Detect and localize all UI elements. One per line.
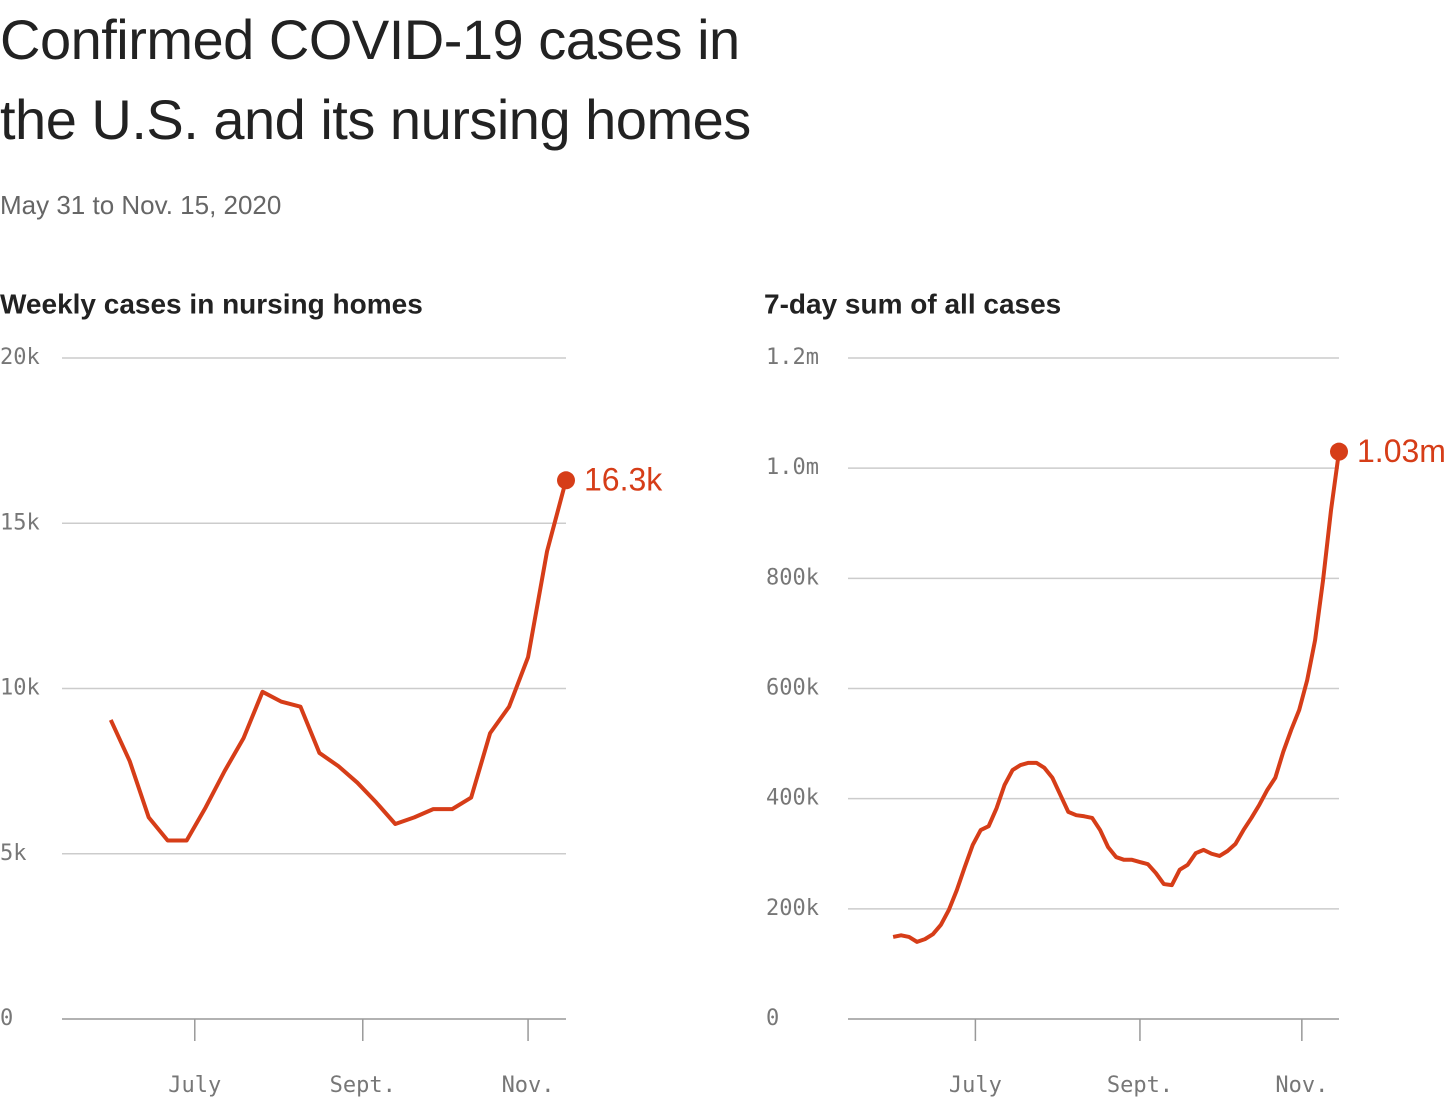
- x-tick-label: Sept.: [1107, 1073, 1173, 1098]
- x-tick-label: July: [168, 1073, 221, 1098]
- y-tick-label: 15k: [0, 510, 40, 535]
- x-tick-label: Sept.: [330, 1073, 396, 1098]
- chart-title: 7-day sum of all cases: [764, 288, 1061, 319]
- y-tick-label: 1.2m: [766, 345, 819, 370]
- page-subtitle: May 31 to Nov. 15, 2020: [0, 190, 282, 220]
- x-tick-label: Nov.: [502, 1073, 555, 1098]
- y-tick-label: 20k: [0, 345, 40, 370]
- y-tick-label: 5k: [0, 841, 27, 866]
- y-tick-label: 0: [0, 1006, 13, 1031]
- value-label: 1.03m: [1357, 433, 1446, 469]
- y-tick-label: 10k: [0, 676, 40, 701]
- y-tick-label: 0: [766, 1006, 779, 1031]
- chart-title: Weekly cases in nursing homes: [0, 288, 423, 319]
- x-tick-label: July: [949, 1073, 1002, 1098]
- data-line: [892, 451, 1341, 944]
- end-point: [1330, 442, 1348, 461]
- data-line: [108, 479, 568, 843]
- value-label: 16.3k: [584, 462, 663, 498]
- end-point: [557, 471, 575, 490]
- y-tick-label: 200k: [766, 896, 819, 921]
- page-title: Confirmed COVID-19 cases in the U.S. and…: [0, 8, 751, 151]
- y-tick-label: 600k: [766, 676, 819, 701]
- y-tick-label: 800k: [766, 565, 819, 590]
- y-tick-label: 1.0m: [766, 455, 819, 480]
- y-tick-label: 400k: [766, 786, 819, 811]
- x-tick-label: Nov.: [1275, 1073, 1328, 1098]
